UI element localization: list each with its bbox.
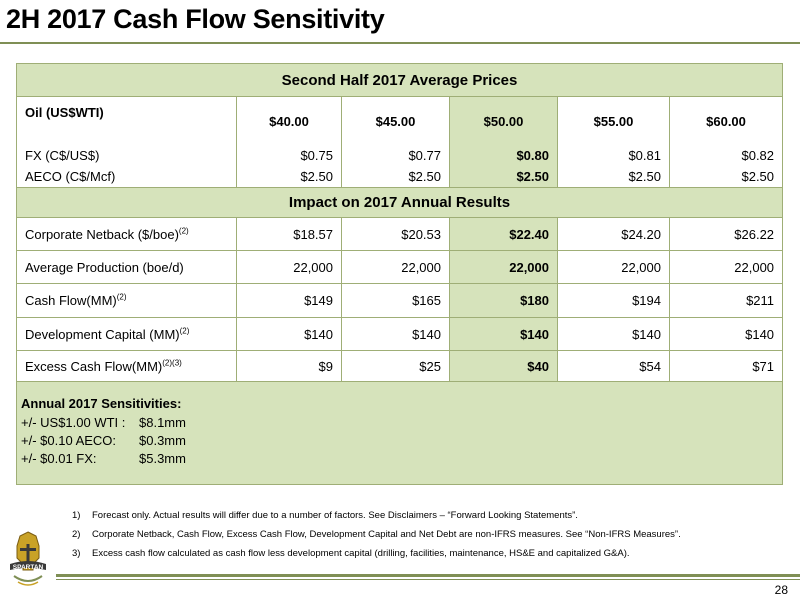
impact-label: Cash Flow(MM)(2) <box>16 283 237 318</box>
page-number: 28 <box>774 583 788 597</box>
price-row-aeco: AECO (C$/Mcf) $2.50 $2.50 $2.50 $2.50 $2… <box>16 166 784 188</box>
impact-label: Average Production (boe/d) <box>16 250 237 284</box>
footnotes: 1) Forecast only. Actual results will di… <box>72 510 681 567</box>
impact-row-cash-flow: Cash Flow(MM)(2) $149 $165 $180 $194 $21… <box>16 283 784 318</box>
sensitivity-value: $8.1mm <box>139 415 186 430</box>
impact-value: $149 <box>236 283 342 318</box>
price-value: $0.82 <box>668 145 784 166</box>
price-label: FX (C$/US$) <box>16 145 237 166</box>
footnote: 1) Forecast only. Actual results will di… <box>72 510 578 521</box>
price-value-base: $50.00 <box>449 96 558 145</box>
price-value: $2.50 <box>236 166 342 188</box>
impact-row-production: Average Production (boe/d) 22,000 22,000… <box>16 250 784 284</box>
impact-value: 22,000 <box>668 250 784 284</box>
impact-value: $140 <box>341 317 450 351</box>
sensitivities-row: Annual 2017 Sensitivities: +/- US$1.00 W… <box>15 381 784 485</box>
impact-label: Excess Cash Flow(MM)(2)(3) <box>16 350 237 382</box>
price-label: Oil (US$WTI) <box>16 96 237 145</box>
impact-value: $165 <box>341 283 450 318</box>
impact-value: $211 <box>668 283 784 318</box>
sensitivities-title: Annual 2017 Sensitivities: <box>21 396 182 411</box>
sensitivity-key: +/- $0.01 FX: <box>21 451 97 466</box>
impact-value: 22,000 <box>341 250 450 284</box>
price-value-base: $2.50 <box>449 166 558 188</box>
price-value: $2.50 <box>668 166 784 188</box>
price-label: AECO (C$/Mcf) <box>16 166 237 188</box>
impact-value: $24.20 <box>557 217 670 251</box>
impact-value: 22,000 <box>236 250 342 284</box>
impact-value: $54 <box>557 350 670 382</box>
price-value: $0.75 <box>236 145 342 166</box>
svg-text:SPARTAN: SPARTAN <box>13 564 44 571</box>
price-value: $45.00 <box>341 96 450 145</box>
footnote: 2) Corporate Netback, Cash Flow, Excess … <box>72 529 681 540</box>
sensitivity-value: $5.3mm <box>139 451 186 466</box>
impact-value: $18.57 <box>236 217 342 251</box>
impact-label: Development Capital (MM)(2) <box>16 317 237 351</box>
sensitivity-key: +/- US$1.00 WTI : <box>21 415 126 430</box>
sensitivity-line: +/- $0.10 AECO: $0.3mm <box>21 432 774 450</box>
impact-value: $71 <box>668 350 784 382</box>
price-value-base: $0.80 <box>449 145 558 166</box>
impact-row-dev-capital: Development Capital (MM)(2) $140 $140 $1… <box>16 317 784 351</box>
impact-value: 22,000 <box>557 250 670 284</box>
price-value: $40.00 <box>236 96 342 145</box>
impact-value: $140 <box>236 317 342 351</box>
impact-value: $20.53 <box>341 217 450 251</box>
impact-value: $140 <box>668 317 784 351</box>
sensitivity-value: $0.3mm <box>139 433 186 448</box>
title-divider <box>0 42 800 44</box>
impact-value: $25 <box>341 350 450 382</box>
prices-header: Second Half 2017 Average Prices <box>15 63 784 97</box>
impact-value: $9 <box>236 350 342 382</box>
price-value: $0.81 <box>557 145 670 166</box>
price-row-fx: FX (C$/US$) $0.75 $0.77 $0.80 $0.81 $0.8… <box>16 145 784 166</box>
price-value: $2.50 <box>557 166 670 188</box>
impact-value-base: $180 <box>449 283 558 318</box>
footer-divider <box>56 574 800 577</box>
footnote: 3) Excess cash flow calculated as cash f… <box>72 548 630 559</box>
sensitivity-line: +/- $0.01 FX: $5.3mm <box>21 450 774 468</box>
impact-value-base: $40 <box>449 350 558 382</box>
impact-value: $194 <box>557 283 670 318</box>
price-value: $60.00 <box>668 96 784 145</box>
impact-row-excess-cash-flow: Excess Cash Flow(MM)(2)(3) $9 $25 $40 $5… <box>16 350 784 382</box>
price-value: $2.50 <box>341 166 450 188</box>
spartan-logo: SPARTAN <box>10 531 46 586</box>
price-value: $55.00 <box>557 96 670 145</box>
impact-value-base: $140 <box>449 317 558 351</box>
price-value: $0.77 <box>341 145 450 166</box>
sensitivities-panel: Annual 2017 Sensitivities: +/- US$1.00 W… <box>15 381 784 485</box>
impact-value: $26.22 <box>668 217 784 251</box>
impact-label: Corporate Netback ($/boe)(2) <box>16 217 237 251</box>
impact-header: Impact on 2017 Annual Results <box>15 187 784 218</box>
impact-value-base: $22.40 <box>449 217 558 251</box>
sensitivity-line: +/- US$1.00 WTI : $8.1mm <box>21 414 774 432</box>
page-title: 2H 2017 Cash Flow Sensitivity <box>6 4 385 34</box>
sensitivity-table: Second Half 2017 Average Prices Oil (US$… <box>15 63 784 485</box>
impact-value: $140 <box>557 317 670 351</box>
impact-value-base: 22,000 <box>449 250 558 284</box>
footer-divider-thin <box>56 579 800 580</box>
impact-row-netback: Corporate Netback ($/boe)(2) $18.57 $20.… <box>16 217 784 251</box>
sensitivity-key: +/- $0.10 AECO: <box>21 433 117 448</box>
price-row-oil: Oil (US$WTI) $40.00 $45.00 $50.00 $55.00… <box>16 96 784 145</box>
